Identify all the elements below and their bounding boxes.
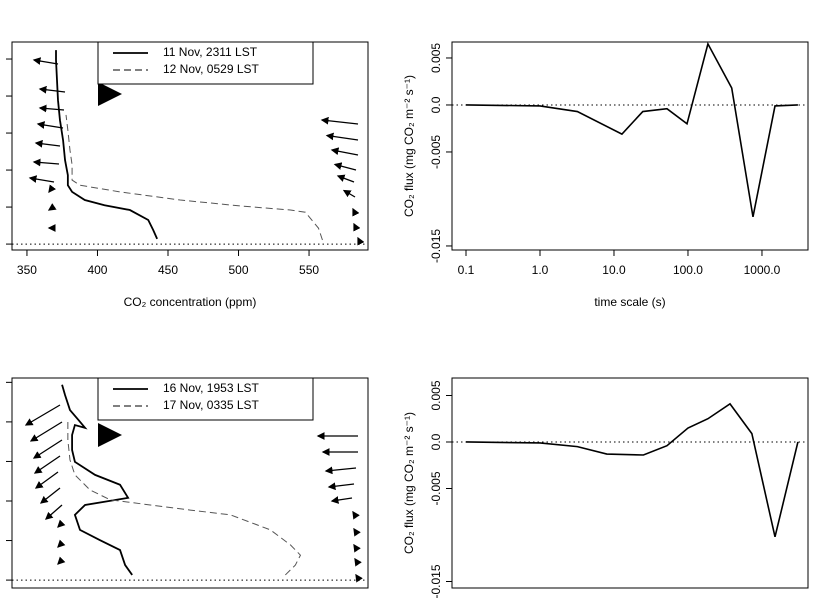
legend-label: 11 Nov, 2311 LST xyxy=(163,45,258,59)
wind-arrow xyxy=(330,147,359,156)
x-axis-label: time scale (s) xyxy=(594,295,665,309)
x-tick-label: 350 xyxy=(17,263,37,277)
wind-arrow xyxy=(320,116,359,125)
wind-arrow xyxy=(357,236,365,246)
y-axis-label: CO₂ flux (mg CO₂ m⁻² s⁻¹) xyxy=(402,412,416,554)
flux-line xyxy=(465,402,799,538)
profile-line xyxy=(55,50,158,240)
wind-arrow xyxy=(353,527,361,537)
profile-line xyxy=(67,419,302,576)
profile-line xyxy=(61,384,133,576)
wind-arrow xyxy=(48,184,57,194)
wind-arrow xyxy=(325,132,359,141)
legend-label: 16 Nov, 1953 LST xyxy=(163,381,260,395)
x-tick-label: 100.0 xyxy=(673,263,703,277)
wind-arrow xyxy=(333,162,357,171)
plot-frame xyxy=(451,377,809,589)
wind-arrow xyxy=(29,421,63,442)
wind-arrow xyxy=(352,510,360,520)
wind-arrow xyxy=(327,482,355,491)
wind-arrow xyxy=(39,487,61,504)
flux-line xyxy=(465,41,798,217)
x-tick-label: 0.1 xyxy=(458,263,475,277)
y-tick-label: -0.005 xyxy=(429,471,443,505)
wind-arrow xyxy=(28,175,55,183)
wind-arrow xyxy=(330,496,353,504)
x-tick-label: 450 xyxy=(158,263,178,277)
wind-arrow xyxy=(57,539,66,548)
profile-line xyxy=(65,114,323,241)
legend-label: 12 Nov, 0529 LST xyxy=(163,62,260,76)
wind-arrow xyxy=(24,404,61,426)
legend-box xyxy=(97,41,314,85)
wind-arrow xyxy=(342,189,356,198)
y-tick-label: 0.0 xyxy=(429,96,443,113)
x-tick-label: 10.0 xyxy=(602,263,626,277)
x-axis-label: CO₂ concentration (ppm) xyxy=(124,295,257,309)
y-tick-label: -0.005 xyxy=(429,135,443,169)
y-tick-label: 0.005 xyxy=(429,43,443,73)
wind-arrow xyxy=(352,207,360,217)
x-tick-label: 1.0 xyxy=(532,263,549,277)
wind-arrow xyxy=(38,104,65,113)
y-tick-label: -0.015 xyxy=(429,564,443,598)
wind-arrow xyxy=(324,466,357,475)
wind-arrow xyxy=(354,557,362,567)
wind-arrow xyxy=(353,222,361,232)
x-tick-label: 550 xyxy=(299,263,319,277)
wind-vectors xyxy=(24,57,365,583)
wind-arrow xyxy=(33,455,61,474)
wind-arrow xyxy=(57,556,66,565)
wind-arrow xyxy=(32,57,59,65)
x-tick-label: 400 xyxy=(87,263,107,277)
legend-box xyxy=(97,377,314,421)
x-tick-label: 1000.0 xyxy=(744,263,781,277)
wind-arrow xyxy=(355,573,363,583)
wind-arrow xyxy=(47,203,57,211)
plot-frame xyxy=(451,41,809,251)
x-tick-label: 500 xyxy=(229,263,249,277)
y-axis-label: CO₂ flux (mg CO₂ m⁻² s⁻¹) xyxy=(402,75,416,217)
y-tick-label: 0.0 xyxy=(429,433,443,450)
wind-arrow xyxy=(57,519,66,528)
wind-arrow xyxy=(38,85,66,94)
y-tick-label: 0.005 xyxy=(429,380,443,410)
wind-arrow xyxy=(32,439,63,459)
wind-arrow xyxy=(353,543,361,553)
wind-arrow xyxy=(34,139,61,148)
wind-arrow xyxy=(34,471,59,489)
wind-arrow xyxy=(336,174,355,183)
legend-label: 17 Nov, 0335 LST xyxy=(163,398,260,412)
y-tick-label: -0.015 xyxy=(429,229,443,263)
wind-arrow xyxy=(36,121,64,129)
wind-arrow xyxy=(45,504,63,520)
wind-arrow xyxy=(32,158,60,167)
